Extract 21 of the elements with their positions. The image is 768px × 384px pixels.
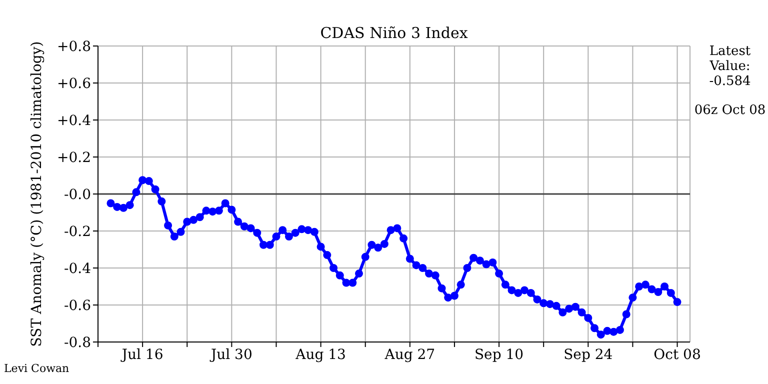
x-tick-label: Aug 27 — [384, 346, 436, 363]
y-tick-label: -0.0 — [64, 186, 91, 203]
chart-title: CDAS Niño 3 Index — [319, 24, 469, 42]
y-axis-title: SST Anomaly (°C) (1981-2010 climatology) — [28, 41, 45, 347]
y-tick-label: +0.8 — [57, 38, 91, 55]
x-tick-label: Sep 24 — [564, 346, 613, 363]
y-tick-label: -0.2 — [64, 224, 91, 240]
x-tick-label: Jul 16 — [120, 346, 164, 363]
y-tick-label: -0.4 — [64, 260, 92, 277]
y-tick-label: +0.2 — [57, 150, 91, 166]
y-tick-label: -0.6 — [64, 298, 92, 314]
x-tick-label: Aug 13 — [294, 346, 346, 363]
x-tick-label: Sep 10 — [474, 346, 524, 363]
y-tick-label: +0.6 — [57, 76, 92, 92]
x-tick-label: Jul 30 — [208, 346, 252, 363]
text: Levi Cowan — [4, 362, 70, 375]
text: Latest Value: -0.584 — [708, 44, 752, 89]
y-tick-label: -0.8 — [64, 334, 91, 351]
x-tick-label: Oct 08 — [654, 346, 701, 363]
text: 06z Oct 08 — [694, 103, 766, 118]
y-tick-label: +0.4 — [57, 112, 92, 129]
